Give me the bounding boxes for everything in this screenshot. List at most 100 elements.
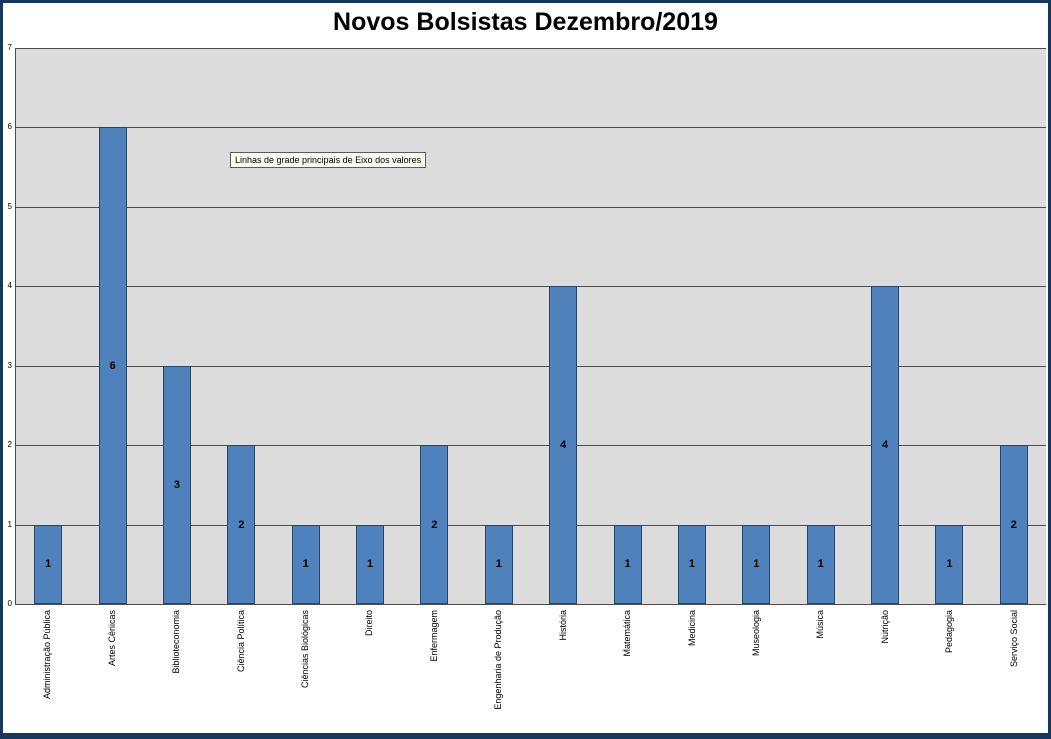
- bar-cell: 4: [853, 48, 917, 604]
- bar-value-label: 1: [302, 558, 309, 571]
- category-label: Serviço Social: [1008, 610, 1019, 668]
- bar-cell: 2: [209, 48, 273, 604]
- bar-cell: 1: [917, 48, 981, 604]
- y-tick-label: 4: [7, 281, 12, 291]
- y-tick-label: 5: [7, 201, 12, 211]
- bar[interactable]: 2: [227, 445, 256, 604]
- gridline-tooltip: Linhas de grade principais de Eixo dos v…: [230, 152, 427, 168]
- bar-value-label: 2: [238, 518, 245, 531]
- y-tick-label: 6: [7, 122, 12, 132]
- plot-area[interactable]: 1 6 3 2 1 1 2 1 4 1 1 1 1 4 1 2 Linhas de grade princip…: [15, 48, 1046, 605]
- category-label-cell: Pedagogia: [917, 605, 981, 733]
- bar-value-label: 1: [817, 558, 824, 571]
- category-label-cell: Ciência Política: [208, 605, 272, 733]
- bar-value-label: 1: [946, 558, 953, 571]
- gridline[interactable]: [16, 127, 1046, 129]
- category-label: Matemática: [622, 610, 633, 657]
- gridline[interactable]: [16, 524, 1046, 526]
- category-label-cell: Biblioteconomia: [144, 605, 208, 733]
- y-tick-label: 2: [7, 440, 12, 450]
- category-label: Medicina: [686, 610, 697, 647]
- bar-value-label: 1: [367, 558, 374, 571]
- category-label-cell: Música: [788, 605, 852, 733]
- y-axis: 0 1 2 3 4 5 6 7: [3, 44, 14, 608]
- bar[interactable]: 1: [806, 524, 835, 604]
- bar-value-label: 4: [560, 439, 567, 452]
- gridline[interactable]: [16, 286, 1046, 288]
- bar-cell: 4: [531, 48, 595, 604]
- bar[interactable]: 4: [549, 286, 578, 604]
- bar[interactable]: 1: [484, 524, 513, 604]
- category-label: Biblioteconomia: [171, 610, 182, 674]
- category-label-cell: Matemática: [595, 605, 659, 733]
- category-label-cell: Administração Pública: [15, 605, 79, 733]
- bar-cell: 1: [789, 48, 853, 604]
- bar-cell: 1: [16, 48, 80, 604]
- bar-value-label: 3: [173, 478, 180, 491]
- bar-cell: 1: [467, 48, 531, 604]
- category-label: História: [557, 610, 568, 641]
- category-label-cell: Museologia: [724, 605, 788, 733]
- category-label-cell: História: [531, 605, 595, 733]
- chart-title: Novos Bolsistas Dezembro/2019: [333, 8, 718, 36]
- category-label-cell: Enfermagem: [402, 605, 466, 733]
- bar-cell: 1: [338, 48, 402, 604]
- category-label-cell: Artes Cênicas: [79, 605, 143, 733]
- gridline[interactable]: [16, 365, 1046, 367]
- gridline[interactable]: [16, 206, 1046, 208]
- bar[interactable]: 1: [935, 524, 964, 604]
- bar[interactable]: 2: [420, 445, 449, 604]
- bar[interactable]: 1: [613, 524, 642, 604]
- category-label: Administração Pública: [42, 610, 53, 700]
- bar[interactable]: 1: [677, 524, 706, 604]
- bar-value-label: 2: [1010, 518, 1017, 531]
- bar-series: 1 6 3 2 1 1 2 1 4 1 1 1 1 4 1 2: [16, 48, 1046, 604]
- bar-cell: 3: [145, 48, 209, 604]
- bar-value-label: 1: [753, 558, 760, 571]
- category-label-cell: Serviço Social: [982, 605, 1046, 733]
- bar-cell: 6: [80, 48, 144, 604]
- category-label: Artes Cênicas: [106, 610, 117, 667]
- y-tick-label: 7: [7, 43, 12, 52]
- bar-value-label: 2: [431, 518, 438, 531]
- bar-value-label: 4: [882, 439, 889, 452]
- category-label: Museologia: [751, 610, 762, 657]
- bar-value-label: 1: [624, 558, 631, 571]
- gridline[interactable]: [16, 48, 1046, 49]
- bar[interactable]: 2: [999, 445, 1028, 604]
- category-label-cell: Ciências Biológicas: [273, 605, 337, 733]
- y-tick-label: 3: [7, 360, 12, 370]
- bar-cell: 2: [982, 48, 1046, 604]
- bar-value-label: 1: [688, 558, 695, 571]
- y-tick-label: 1: [7, 519, 12, 529]
- category-label-cell: Engenharia de Produção: [466, 605, 530, 733]
- bar[interactable]: 1: [742, 524, 771, 604]
- bar[interactable]: 1: [356, 524, 385, 604]
- category-label: Engenharia de Produção: [493, 610, 504, 710]
- bar-cell: 1: [660, 48, 724, 604]
- category-label: Ciências Biológicas: [299, 610, 310, 689]
- category-label: Enfermagem: [428, 610, 439, 662]
- x-axis-labels: Administração Pública Artes Cênicas Biblio…: [15, 605, 1046, 733]
- category-label: Ciência Política: [235, 610, 246, 673]
- bar-cell: 1: [274, 48, 338, 604]
- category-label: Nutrição: [879, 610, 890, 644]
- bar[interactable]: 6: [98, 127, 127, 604]
- category-label: Música: [815, 610, 826, 639]
- bar[interactable]: 1: [291, 524, 320, 604]
- bar[interactable]: 4: [871, 286, 900, 604]
- category-label: Pedagogia: [944, 610, 955, 654]
- category-label-cell: Direito: [337, 605, 401, 733]
- bar[interactable]: 3: [162, 365, 191, 604]
- bar[interactable]: 1: [34, 524, 63, 604]
- category-label-cell: Medicina: [659, 605, 723, 733]
- bar-value-label: 1: [45, 558, 52, 571]
- gridline[interactable]: [16, 445, 1046, 447]
- category-label: Direito: [364, 610, 375, 637]
- bar-chart: 0 1 2 3 4 5 6 7 1 6 3 2 1 1 2 1 4 1 1 1 1 4 1 2 Linhas de grad…: [3, 44, 1046, 733]
- category-label-cell: Nutrição: [853, 605, 917, 733]
- y-tick-label: 0: [7, 599, 12, 608]
- bar-cell: 1: [595, 48, 659, 604]
- bar-cell: 1: [724, 48, 788, 604]
